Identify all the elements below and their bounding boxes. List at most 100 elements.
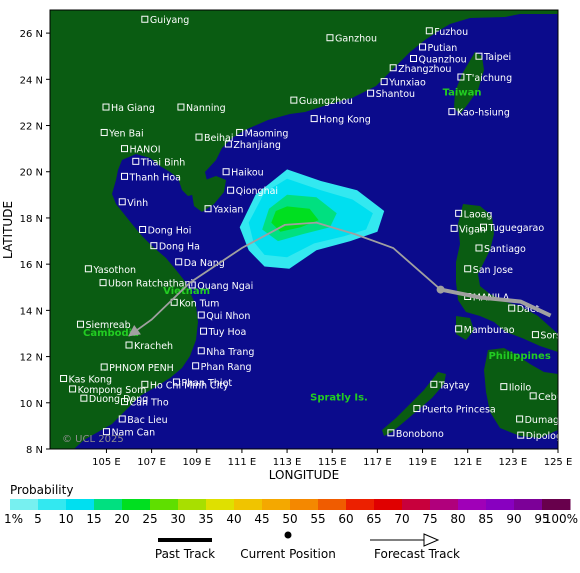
city-label: Quang Ngai: [197, 281, 253, 292]
lon-tick-label: 113 E: [273, 457, 302, 468]
city-label: Fuzhou: [434, 27, 468, 38]
city-square-icon: [175, 258, 183, 266]
city-square-icon: [457, 73, 465, 81]
city-label: Siemreab: [85, 320, 130, 331]
city-square-icon: [177, 103, 185, 111]
lat-tick-label: 8 N: [26, 445, 43, 456]
y-axis-label: LATITUDE: [1, 201, 15, 259]
scale-swatch: [178, 499, 207, 510]
city-marker: Puerto Princesa: [413, 405, 496, 416]
scale-label: 50: [282, 512, 297, 526]
city-label: Kompong Som: [78, 385, 147, 396]
lat-tick-label: 12 N: [20, 353, 43, 364]
scale-swatch: [290, 499, 319, 510]
scale-swatch: [542, 499, 571, 510]
city-label: Guangzhou: [299, 96, 353, 107]
city-square-icon: [410, 55, 418, 63]
forecast-track-line: [128, 221, 442, 337]
forecast-track-key: Forecast Track: [370, 533, 460, 561]
city-label: Dong Ha: [159, 242, 200, 253]
scale-label: 20: [114, 512, 129, 526]
city-marker: Phan Thiet: [172, 378, 232, 389]
city-label: Qionghai: [236, 186, 278, 197]
city-label: Kao-hsiung: [457, 108, 510, 119]
city-marker: Fuzhou: [425, 27, 468, 38]
city-label: Thanh Hoa: [129, 172, 182, 183]
lon-tick-label: 111 E: [228, 457, 257, 468]
scale-swatch: [122, 499, 151, 510]
scale-swatch: [262, 499, 291, 510]
city-square-icon: [170, 298, 178, 306]
city-label: Ha Giang: [111, 103, 155, 114]
city-square-icon: [517, 431, 525, 439]
city-square-icon: [102, 428, 110, 436]
city-label: Laoag: [464, 209, 493, 220]
probability-scale-labels: 1% 5 10 15 20 25 30 35 40 45 50 55 60 65 70 75 80 85 90 951…: [4, 512, 578, 526]
city-label: Dipolog: [526, 431, 562, 442]
city-marker: Kompong Som: [69, 385, 147, 396]
city-marker: Shantou: [367, 89, 415, 100]
city-label: Quanzhou: [419, 55, 467, 66]
city-marker: Laoag: [455, 209, 493, 220]
city-square-icon: [141, 15, 149, 23]
past-track-label: Past Track: [155, 547, 215, 561]
scale-label: 85: [478, 512, 493, 526]
city-marker: HANOI: [121, 145, 161, 156]
city-square-icon: [413, 405, 421, 413]
city-marker: Mamburao: [455, 325, 515, 336]
city-marker: Vinh: [118, 198, 148, 209]
scale-swatch: [402, 499, 431, 510]
city-label: Hong Kong: [319, 115, 371, 126]
forecast-track-label: Forecast Track: [374, 547, 460, 561]
city-square-icon: [121, 398, 129, 406]
lat-tick-label: 24 N: [20, 75, 43, 86]
scale-label: 55: [310, 512, 325, 526]
lat-tick-label: 20 N: [20, 168, 43, 179]
past-track-line: [440, 287, 552, 318]
probability-zones: [239, 169, 385, 269]
city-label: Sorsogon: [540, 331, 580, 342]
city-label: Puerto Princesa: [422, 405, 496, 416]
city-square-icon: [150, 242, 158, 250]
region-label: Cambodia: [83, 328, 139, 339]
city-marker: Putian: [419, 43, 457, 54]
city-square-icon: [132, 157, 140, 165]
city-label: Nam Can: [111, 428, 155, 439]
hainan-island: [192, 176, 226, 212]
lon-tick-label: 107 E: [137, 457, 166, 468]
scale-swatch: [486, 499, 515, 510]
mainland-asia: [50, 10, 558, 449]
city-label: Thai Binh: [140, 157, 186, 168]
current-position-marker: [436, 285, 445, 294]
city-marker: Dong Hoi: [139, 226, 192, 237]
land-layer: [50, 10, 558, 449]
city-square-icon: [236, 128, 244, 136]
scale-label: 25: [142, 512, 157, 526]
city-square-icon: [516, 415, 524, 423]
city-label: Yaxian: [212, 205, 243, 216]
region-label: Vietnam: [163, 286, 210, 297]
city-square-icon: [475, 244, 483, 252]
scale-swatch: [514, 499, 543, 510]
axis-ticks: 26 N 24 N 22 N 20 N 18 N 16 N 14 N 12 N 10 N 8 N 1…: [20, 29, 573, 468]
city-square-icon: [139, 226, 147, 233]
city-label: Dong Hoi: [148, 226, 192, 237]
city-marker: Duong Dong: [80, 394, 148, 405]
city-label: Daet: [517, 304, 540, 315]
city-marker: San Jose: [464, 265, 513, 276]
scale-label: 30: [170, 512, 185, 526]
city-square-icon: [197, 347, 205, 355]
city-marker: Bonobono: [387, 429, 444, 440]
city-square-icon: [84, 265, 92, 273]
scale-swatch: [94, 499, 123, 510]
lon-tick-label: 123 E: [499, 457, 528, 468]
city-marker: Siemreab: [76, 320, 131, 331]
city-marker: Thai Binh: [132, 157, 186, 168]
city-label: Iloilo: [509, 383, 532, 394]
city-label: Bonobono: [396, 429, 444, 440]
city-square-icon: [425, 27, 433, 35]
city-square-icon: [531, 331, 539, 339]
city-marker: Thanh Hoa: [121, 172, 182, 183]
city-label: Zhangzhou: [398, 64, 451, 75]
